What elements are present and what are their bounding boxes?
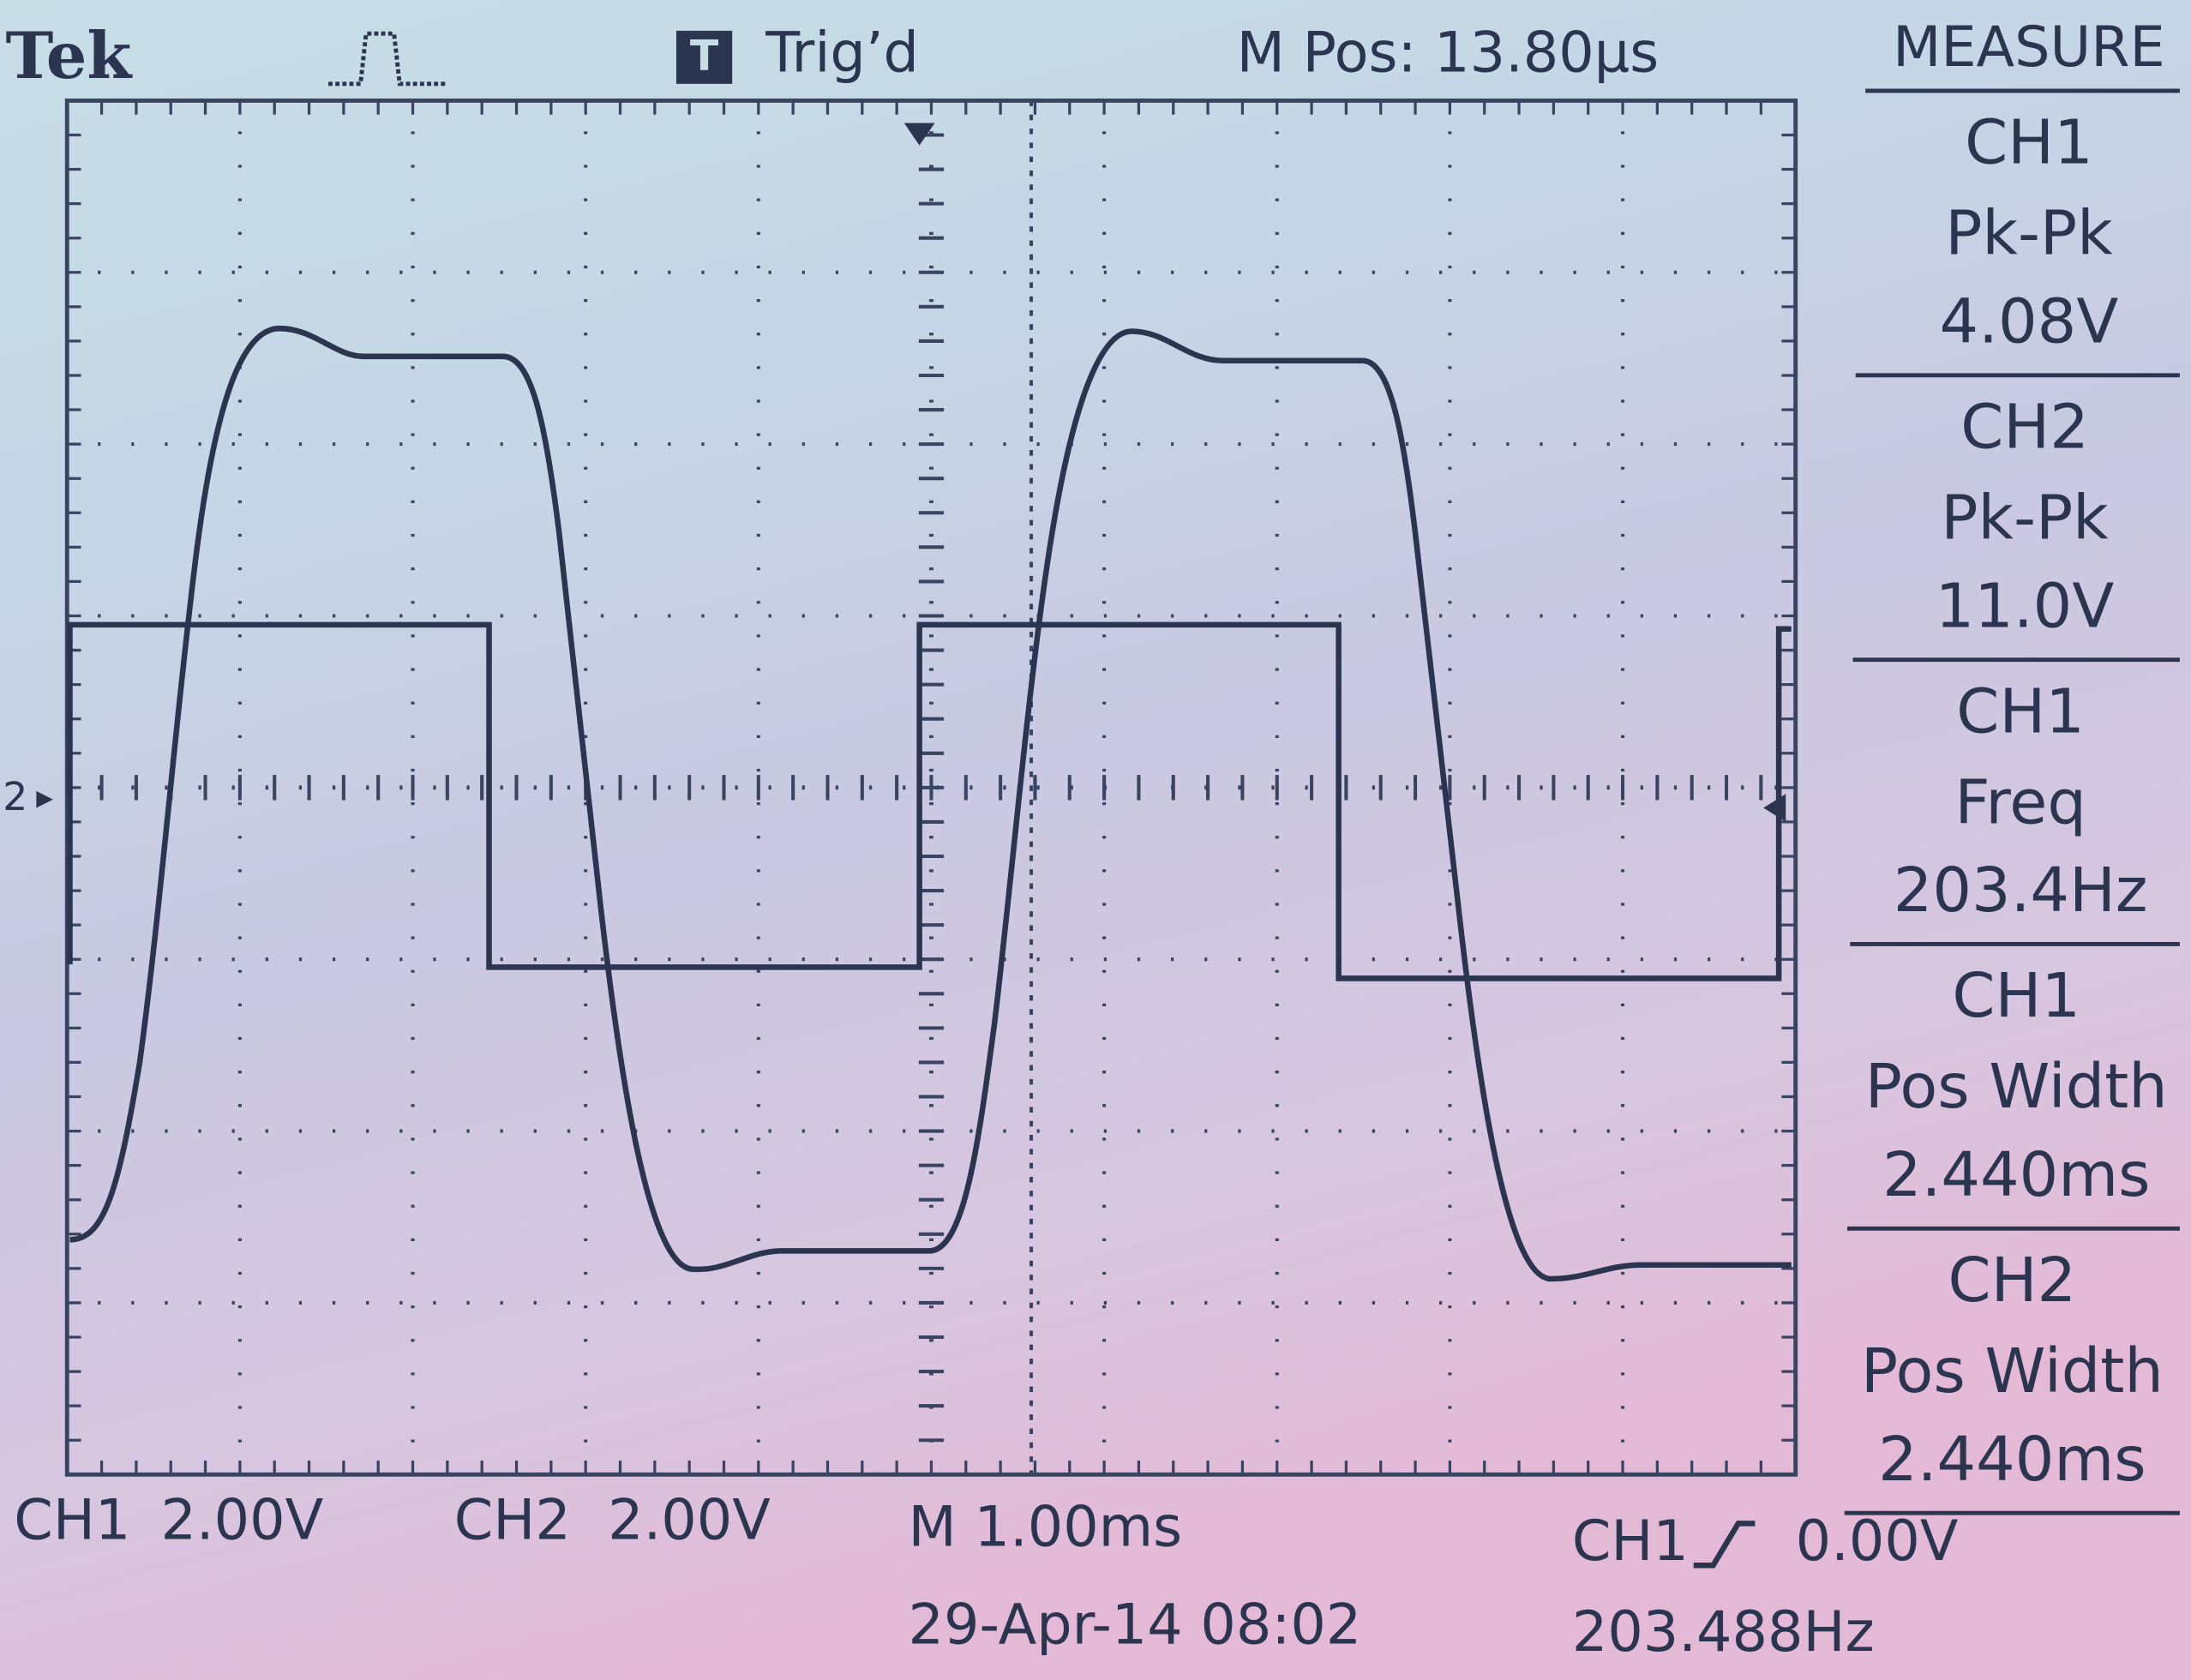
date-time: 29-Apr-14 08:02: [909, 1593, 1362, 1658]
ch1-trace: [69, 325, 1792, 1282]
trigger-icon: T: [690, 32, 719, 81]
ch2-name: CH2: [454, 1487, 571, 1552]
trigger-position-marker: [903, 123, 935, 146]
measure-value: 11.0V: [1936, 569, 2115, 641]
measure-channel: CH1: [1952, 959, 2080, 1031]
measure-channel: CH1: [1956, 675, 2085, 747]
frequency-counter: 203.488Hz: [1572, 1599, 1875, 1665]
measure-type: Pos Width: [1865, 1050, 2168, 1122]
trigger-level-marker: [1763, 794, 1786, 822]
graticule: [64, 98, 1798, 1477]
measure-value: 203.4Hz: [1894, 854, 2148, 926]
measure-value: 2.440ms: [1878, 1423, 2146, 1495]
brand: Tek: [6, 18, 134, 93]
measure-type: Pos Width: [1861, 1335, 2164, 1407]
measure-panel: CH1 Pk-Pk 4.08V CH2 Pk-Pk 11.0V CH1 Freq 203.4Hz…: [1844, 88, 2180, 1515]
trigger-icon-box: [675, 30, 733, 84]
ground-marker: 2: [3, 774, 27, 819]
ch1-scale: 2.00V: [160, 1487, 323, 1552]
ch2-scale: 2.00V: [608, 1487, 771, 1552]
measure-channel: CH2: [1948, 1244, 2077, 1316]
measure-type: Pk-Pk: [1941, 482, 2109, 554]
trigger-level: 0.00V: [1796, 1509, 1959, 1574]
ground-marker-arrow: [36, 790, 53, 808]
measure-type: Pk-Pk: [1945, 197, 2113, 269]
trigger-status: Trig’d: [765, 20, 919, 85]
timebase: M 1.00ms: [909, 1495, 1183, 1560]
horizontal-position: M Pos: 13.80µs: [1237, 20, 1660, 85]
ch2-trace: [67, 621, 1792, 981]
measure-value: 2.440ms: [1882, 1138, 2150, 1210]
measure-type: Freq: [1954, 765, 2086, 837]
trigger-slope-icon: [1693, 1521, 1756, 1569]
ch1-name: CH1: [14, 1487, 130, 1552]
measure-channel: CH2: [1960, 391, 2089, 463]
measure-channel: CH1: [1965, 106, 2093, 178]
measure-title: MEASURE: [1893, 15, 2165, 80]
trigger-source: CH1: [1572, 1509, 1689, 1574]
measure-value: 4.08V: [1940, 285, 2119, 357]
acquisition-icon: [328, 31, 447, 87]
